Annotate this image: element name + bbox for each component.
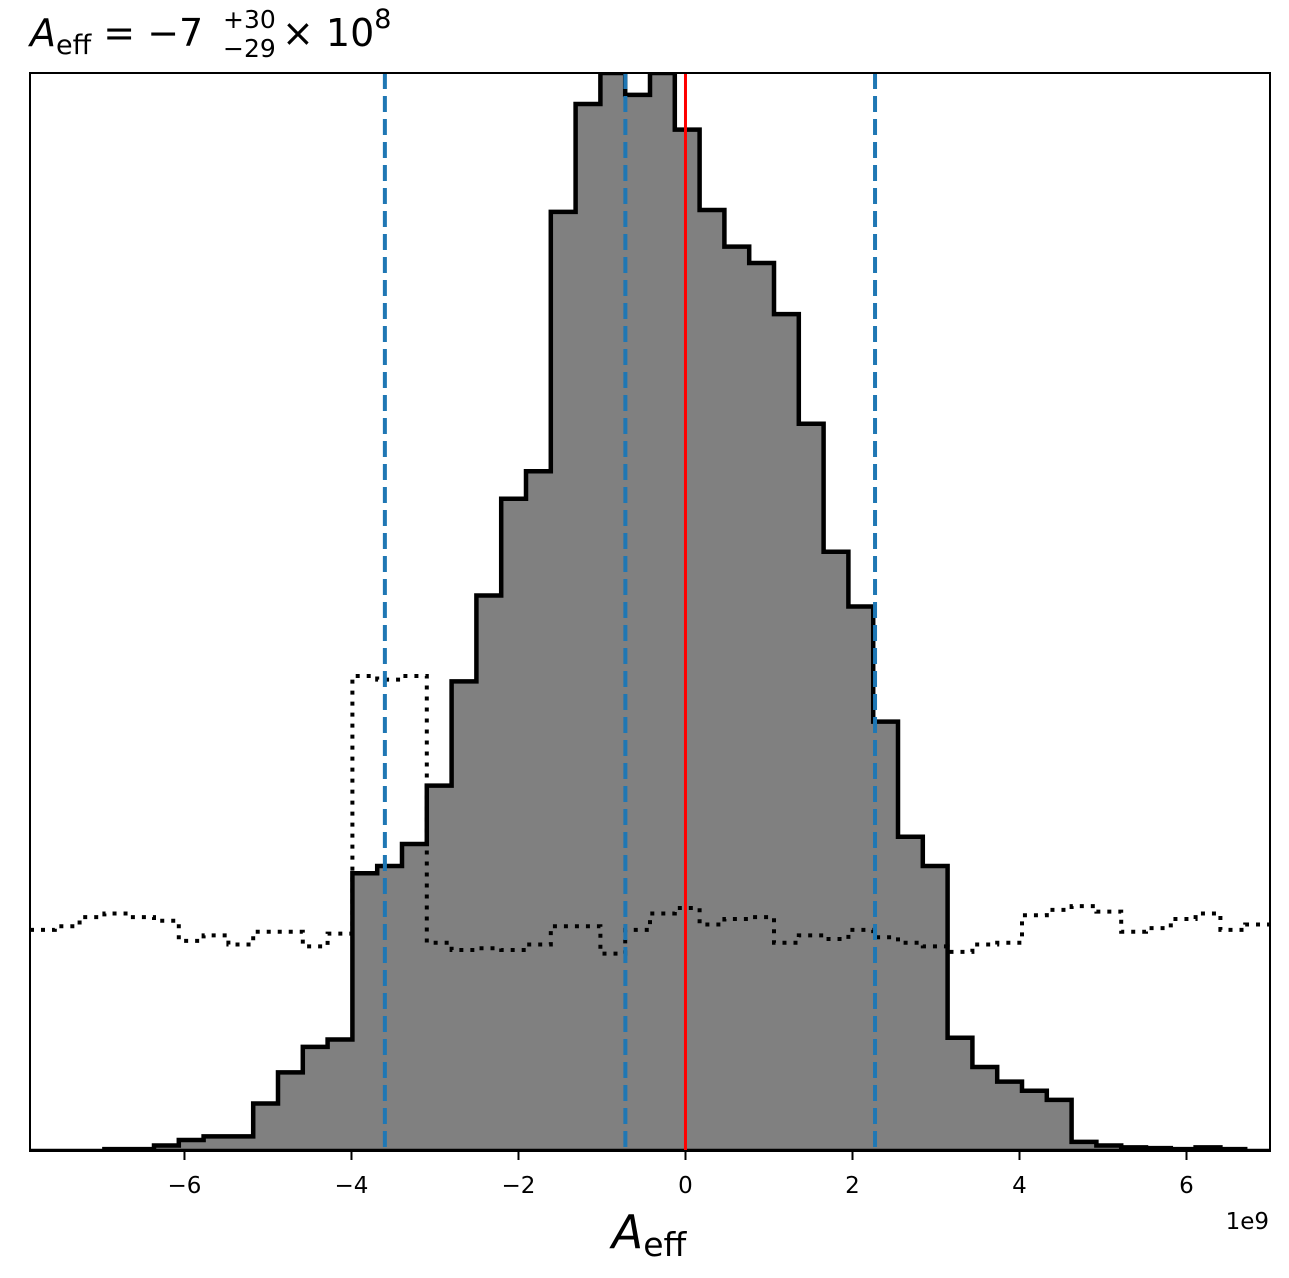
x-tick-label: −4 xyxy=(335,1173,369,1199)
svg-text:Aeff = −7: Aeff = −7 xyxy=(27,11,203,61)
title-symbol-subscript: eff xyxy=(56,30,93,61)
title-exponent: 8 xyxy=(374,4,391,35)
x-tick-label: 6 xyxy=(1179,1173,1194,1199)
reference-lines xyxy=(382,73,878,1151)
chart-title: Aeff = −7 +30 −29 × 108 xyxy=(27,4,391,63)
title-lower-error: −29 xyxy=(223,34,276,63)
x-tick-label: 2 xyxy=(845,1173,860,1199)
prior-dotted-histogram xyxy=(30,673,1270,956)
histogram-fill xyxy=(30,73,1270,1151)
x-tick-label: −2 xyxy=(502,1173,536,1199)
x-tick-label: −6 xyxy=(168,1173,202,1199)
x-axis-label-subscript: eff xyxy=(643,1225,687,1264)
plot-frame xyxy=(29,72,1271,1152)
x-tick-label: 0 xyxy=(678,1173,693,1199)
svg-text:× 108: × 108 xyxy=(282,4,391,55)
title-symbol: A xyxy=(27,11,56,55)
title-equals: = xyxy=(91,11,147,55)
x-axis-label-symbol: A xyxy=(609,1205,643,1259)
title-upper-error: +30 xyxy=(223,5,276,34)
title-times: × 10 xyxy=(282,11,374,55)
title-value: −7 xyxy=(147,11,203,55)
x-tick-label: 4 xyxy=(1012,1173,1027,1199)
histogram-outline xyxy=(30,73,1270,1151)
x-axis-label: Aeff xyxy=(609,1205,688,1264)
x-axis-offset-text: 1e9 xyxy=(1226,1209,1269,1235)
x-axis-ticks: −6 −4 −2 0 2 4 6 xyxy=(168,1151,1194,1199)
